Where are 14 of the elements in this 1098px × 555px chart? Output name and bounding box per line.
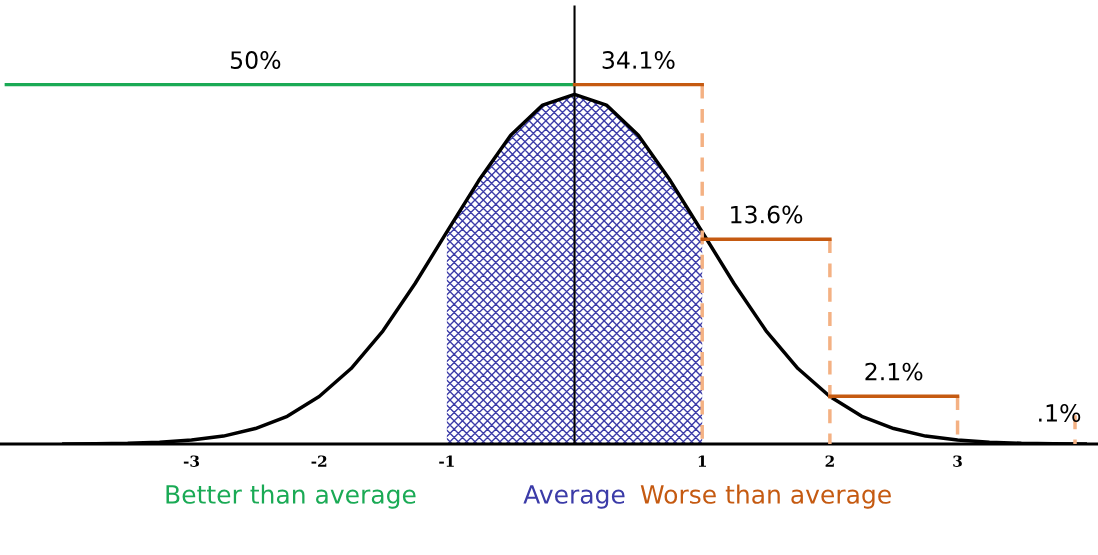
x-tick-label: 1 (698, 455, 706, 467)
text: Worse than average (640, 484, 891, 509)
annotation: 2.1% (865, 362, 923, 381)
x-tick-label: -3 (183, 455, 200, 467)
annotation: 50% (230, 51, 281, 69)
annotation: 34.1% (602, 51, 675, 69)
x-tick-label: -2 (311, 455, 327, 467)
x-tick-label: 2 (825, 455, 834, 467)
x-tick-label: 3 (953, 455, 962, 467)
series-label: Average (523, 485, 625, 509)
x-tick-label: -1 (439, 455, 454, 467)
annotation: .1% (1039, 404, 1081, 422)
annotation: 13.6% (731, 205, 803, 224)
text: Better than average (166, 484, 416, 509)
